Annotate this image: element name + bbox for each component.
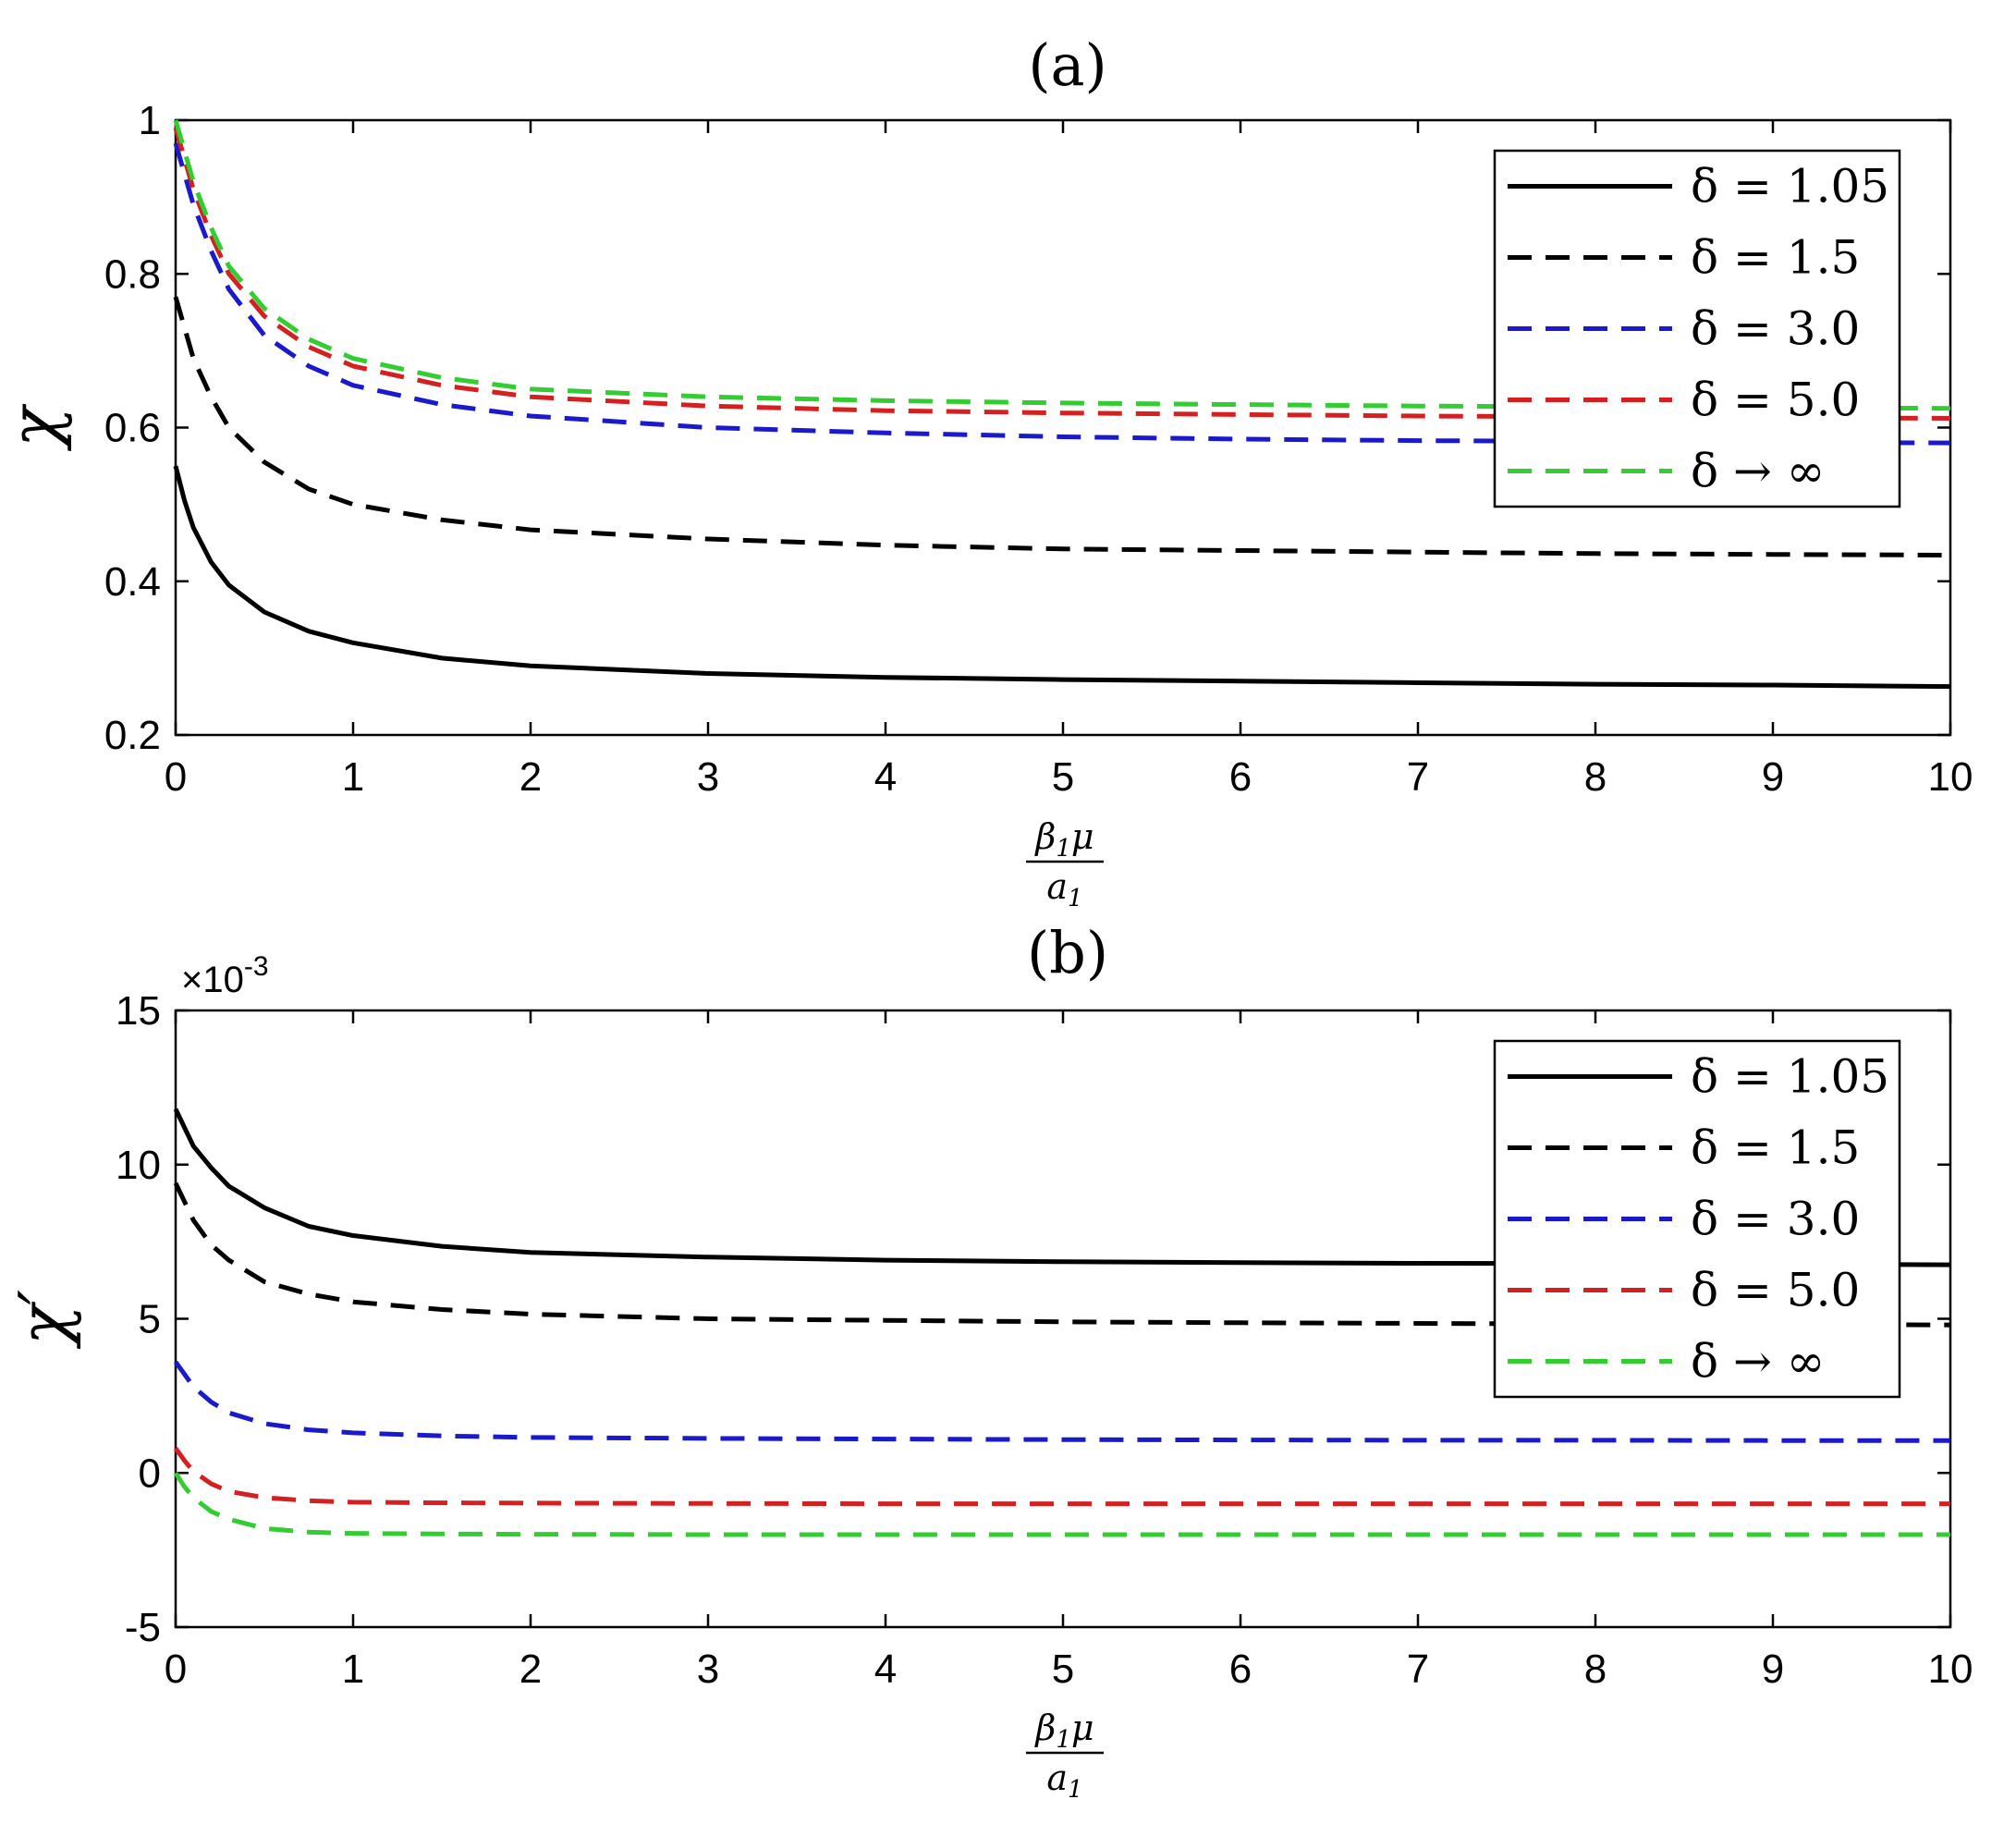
x-tick-label: 3 [697,1646,719,1692]
legend-label: δ = 3.0 [1691,1193,1860,1246]
x-tick-label: 4 [874,1646,897,1692]
x-tick-label: 4 [874,754,897,800]
legend-label: δ = 5.0 [1691,1264,1860,1317]
series-line-1 [173,1181,1951,1328]
panel-b-xlabel-num-tail: μ [1071,1708,1094,1748]
svg-text:a1: a1 [1046,1757,1082,1804]
series-line-0 [173,465,1951,690]
series-line-1 [173,296,1951,557]
series-line-2 [173,142,1951,446]
panel-a-xlabel: β1μ a1 [1026,816,1104,912]
panel-a-chart: (a) 0 1 2 3 4 5 6 7 8 9 100.20.40.60.81 χ β1μ a1 δ… [0,31,1973,912]
y-tick-label: -5 [125,1605,161,1650]
x-tick-label: 7 [1407,1646,1429,1692]
legend-label: δ = 3.0 [1691,302,1860,356]
panel-b-multiplier-exponent: -3 [244,951,269,982]
x-tick-label: 3 [697,754,719,800]
panel-b-multiplier-base: ×10 [181,960,244,1000]
panel-a-ylabel: χ [0,403,73,452]
x-tick-label: 2 [519,754,542,800]
panel-b-xlabel: β1μ a1 [1026,1708,1104,1804]
legend-label: δ → ∞ [1691,1335,1825,1389]
svg-text:a1: a1 [1046,866,1082,912]
x-tick-label: 10 [1928,754,1973,800]
y-tick-label: 0.6 [104,406,161,451]
y-tick-label: 0.4 [104,559,161,605]
panel-a-ticks: 0 1 2 3 4 5 6 7 8 9 10 0.2 0.4 0.6 0.8 1 [104,98,1973,800]
series-line-3 [173,1447,1950,1507]
series-line-2 [173,1360,1950,1443]
legend-label: δ = 1.05 [1691,160,1889,214]
panel-b-xlabel-num-sub: 1 [1056,1726,1071,1754]
panel-b-title: (b) [1027,919,1108,986]
x-tick-label: 5 [1052,1646,1074,1692]
legend-label: δ → ∞ [1691,445,1825,498]
panel-b-xlabel-den-sub: 1 [1068,1776,1083,1804]
y-tick-label: 10 [116,1143,161,1188]
panel-b-xlabel-num-main: β [1033,1708,1056,1748]
x-tick-label: 1 [342,754,364,800]
series-line-4 [173,119,1951,411]
panel-b-xlabel-den-main: a [1046,1757,1068,1798]
y-tick-label: 0 [139,1451,161,1496]
y-tick-label: 1 [139,98,161,143]
legend-label: δ = 1.05 [1691,1050,1889,1104]
x-tick-label: 0 [165,754,187,800]
x-tick-label: 8 [1584,1646,1607,1692]
x-tick-label: 10 [1928,1646,1973,1692]
legend-label: δ = 5.0 [1691,373,1860,427]
panel-b-series-lines [173,1108,1951,1537]
x-tick-label: 1 [342,1646,364,1692]
x-tick-label: 8 [1584,754,1607,800]
legend-label: δ = 1.5 [1691,231,1860,285]
x-tick-label: 0 [165,1646,187,1692]
series-line-3 [173,127,1951,421]
series-line-0 [173,1108,1951,1267]
legend-label: δ = 1.5 [1691,1121,1860,1175]
x-tick-label: 9 [1762,1646,1784,1692]
x-tick-label: 7 [1407,754,1429,800]
x-tick-label: 5 [1052,754,1074,800]
panel-a-series-lines [173,119,1951,690]
x-tick-label: 2 [519,1646,542,1692]
panel-a-title: (a) [1028,31,1106,99]
y-tick-label: 15 [116,988,161,1034]
panel-a-xlabel-num-main: β [1033,816,1056,857]
panel-b-multiplier: ×10-3 [181,951,269,1000]
panel-a-xlabel-num-sub: 1 [1056,835,1071,863]
x-tick-label: 6 [1229,1646,1252,1692]
y-tick-label: 0.2 [104,713,161,758]
panel-a-xlabel-den-sub: 1 [1068,885,1083,912]
x-tick-label: 9 [1762,754,1784,800]
x-tick-label: 6 [1229,754,1252,800]
svg-text:β1μ: β1μ [1033,816,1094,863]
panel-a-xlabel-den-main: a [1046,866,1068,907]
panel-b-ylabel: χ′ [5,1290,82,1350]
panel-a-xlabel-num-tail: μ [1071,816,1094,857]
panel-b-legend: δ = 1.05 δ = 1.5 δ = 3.0 δ = 5.0 δ → ∞ [1493,1039,1901,1399]
series-line-4 [173,1471,1950,1537]
panel-a-legend: δ = 1.05 δ = 1.5 δ = 3.0 δ = 5.0 δ → ∞ [1493,149,1901,508]
y-tick-label: 0.8 [104,251,161,297]
svg-text:β1μ: β1μ [1033,1708,1094,1754]
y-tick-label: 5 [139,1297,161,1342]
